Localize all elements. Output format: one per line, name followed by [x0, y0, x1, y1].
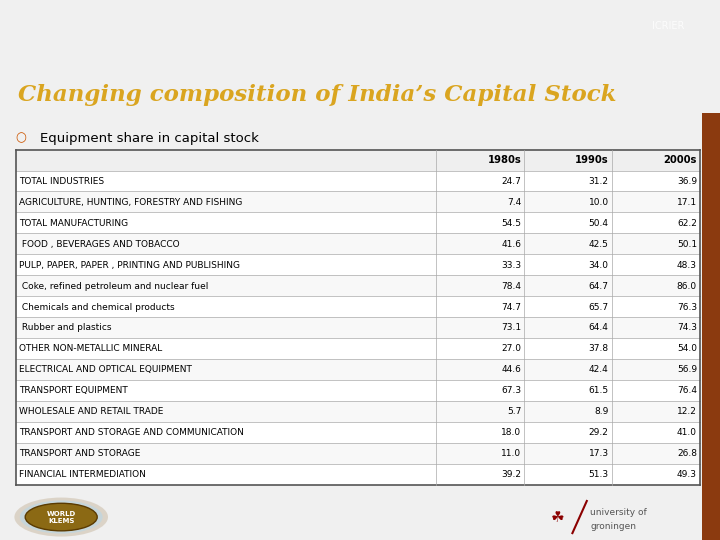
Text: Rubber and plastics: Rubber and plastics: [19, 323, 111, 333]
Text: TRANSPORT AND STORAGE AND COMMUNICATION: TRANSPORT AND STORAGE AND COMMUNICATION: [19, 428, 243, 437]
Text: 76.3: 76.3: [677, 302, 697, 312]
Bar: [16, 380, 700, 401]
Text: university of: university of: [590, 508, 647, 517]
Text: FINANCIAL INTERMEDIATION: FINANCIAL INTERMEDIATION: [19, 470, 145, 479]
Text: 64.4: 64.4: [589, 323, 608, 333]
Text: 44.6: 44.6: [501, 366, 521, 374]
Text: 51.3: 51.3: [588, 470, 608, 479]
Text: ELECTRICAL AND OPTICAL EQUIPMENT: ELECTRICAL AND OPTICAL EQUIPMENT: [19, 366, 192, 374]
Text: 49.3: 49.3: [677, 470, 697, 479]
Text: 39.2: 39.2: [501, 470, 521, 479]
Bar: [16, 254, 700, 275]
Text: 86.0: 86.0: [677, 281, 697, 291]
Text: 29.2: 29.2: [589, 428, 608, 437]
Text: WHOLESALE AND RETAIL TRADE: WHOLESALE AND RETAIL TRADE: [19, 407, 163, 416]
Bar: [16, 317, 700, 338]
Text: 33.3: 33.3: [501, 261, 521, 269]
Bar: [16, 443, 700, 464]
Text: ICRIER: ICRIER: [652, 21, 684, 31]
Text: 8.9: 8.9: [594, 407, 608, 416]
Text: 27.0: 27.0: [501, 345, 521, 353]
Text: ○: ○: [16, 132, 27, 145]
Text: 67.3: 67.3: [501, 386, 521, 395]
Text: 37.8: 37.8: [588, 345, 608, 353]
Text: 1980s: 1980s: [487, 156, 521, 165]
Text: TOTAL INDUSTRIES: TOTAL INDUSTRIES: [19, 177, 104, 186]
Text: TOTAL MANUFACTURING: TOTAL MANUFACTURING: [19, 219, 128, 228]
Text: 17.3: 17.3: [588, 449, 608, 458]
Bar: [16, 296, 700, 317]
Text: 76.4: 76.4: [677, 386, 697, 395]
Text: 17.1: 17.1: [677, 198, 697, 207]
Bar: [16, 150, 700, 171]
Text: groningen: groningen: [590, 522, 636, 531]
Text: 31.2: 31.2: [589, 177, 608, 186]
Text: 50.4: 50.4: [589, 219, 608, 228]
Text: AGRICULTURE, HUNTING, FORESTRY AND FISHING: AGRICULTURE, HUNTING, FORESTRY AND FISHI…: [19, 198, 242, 207]
Text: 61.5: 61.5: [588, 386, 608, 395]
Text: 12.2: 12.2: [677, 407, 697, 416]
Text: 2000s: 2000s: [664, 156, 697, 165]
Text: 74.7: 74.7: [501, 302, 521, 312]
Text: 1990s: 1990s: [575, 156, 608, 165]
Bar: [16, 422, 700, 443]
Text: 24.7: 24.7: [501, 177, 521, 186]
Bar: [16, 171, 700, 192]
Text: FOOD , BEVERAGES AND TOBACCO: FOOD , BEVERAGES AND TOBACCO: [19, 240, 179, 249]
Bar: [16, 233, 700, 254]
Ellipse shape: [14, 497, 108, 537]
Text: Equipment share in capital stock: Equipment share in capital stock: [40, 132, 258, 145]
Text: 36.9: 36.9: [677, 177, 697, 186]
Bar: [702, 494, 720, 540]
Bar: [16, 150, 700, 484]
Text: 56.9: 56.9: [677, 366, 697, 374]
Text: 7.4: 7.4: [507, 198, 521, 207]
Text: 10.0: 10.0: [588, 198, 608, 207]
Text: 48.3: 48.3: [677, 261, 697, 269]
Text: 54.0: 54.0: [677, 345, 697, 353]
Text: 34.0: 34.0: [589, 261, 608, 269]
Text: 42.5: 42.5: [589, 240, 608, 249]
Text: TRANSPORT AND STORAGE: TRANSPORT AND STORAGE: [19, 449, 140, 458]
Text: 54.5: 54.5: [501, 219, 521, 228]
Text: 42.4: 42.4: [589, 366, 608, 374]
Bar: [16, 464, 700, 484]
Text: 78.4: 78.4: [501, 281, 521, 291]
Text: 73.1: 73.1: [501, 323, 521, 333]
Bar: [16, 212, 700, 233]
Text: 50.1: 50.1: [677, 240, 697, 249]
Text: 11.0: 11.0: [501, 449, 521, 458]
Text: Chemicals and chemical products: Chemicals and chemical products: [19, 302, 174, 312]
Text: 64.7: 64.7: [589, 281, 608, 291]
Text: WORLD
KLEMS: WORLD KLEMS: [47, 510, 76, 524]
Text: PULP, PAPER, PAPER , PRINTING AND PUBLISHING: PULP, PAPER, PAPER , PRINTING AND PUBLIS…: [19, 261, 240, 269]
Bar: [16, 275, 700, 296]
Bar: [16, 338, 700, 359]
Ellipse shape: [25, 503, 97, 531]
Text: Coke, refined petroleum and nuclear fuel: Coke, refined petroleum and nuclear fuel: [19, 281, 208, 291]
Text: 74.3: 74.3: [677, 323, 697, 333]
Bar: [16, 401, 700, 422]
Text: ☘: ☘: [552, 510, 564, 524]
Text: 18.0: 18.0: [501, 428, 521, 437]
Text: OTHER NON-METALLIC MINERAL: OTHER NON-METALLIC MINERAL: [19, 345, 162, 353]
Text: Changing composition of India’s Capital Stock: Changing composition of India’s Capital …: [18, 84, 616, 106]
Text: 26.8: 26.8: [677, 449, 697, 458]
Text: TRANSPORT EQUIPMENT: TRANSPORT EQUIPMENT: [19, 386, 127, 395]
Bar: [16, 192, 700, 212]
Bar: [16, 359, 700, 380]
Text: 65.7: 65.7: [588, 302, 608, 312]
Bar: [702, 113, 720, 494]
Text: 62.2: 62.2: [677, 219, 697, 228]
Ellipse shape: [20, 501, 102, 534]
Text: 41.0: 41.0: [677, 428, 697, 437]
Text: 41.6: 41.6: [501, 240, 521, 249]
Text: 5.7: 5.7: [507, 407, 521, 416]
